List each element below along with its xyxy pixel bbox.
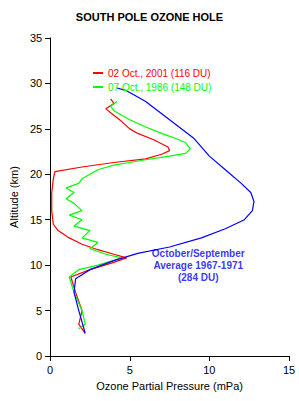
svg-text:Ozone Partial Pressure (mPa): Ozone Partial Pressure (mPa) [96, 380, 243, 392]
svg-text:0: 0 [36, 350, 42, 362]
svg-text:5: 5 [36, 305, 42, 317]
svg-text:35: 35 [30, 32, 42, 44]
svg-text:10: 10 [203, 364, 215, 376]
svg-text:20: 20 [30, 168, 42, 180]
svg-text:30: 30 [30, 77, 42, 89]
svg-text:10: 10 [30, 259, 42, 271]
svg-text:5: 5 [127, 364, 133, 376]
svg-text:07 Oct., 1986 (148 DU): 07 Oct., 1986 (148 DU) [108, 82, 211, 93]
svg-text:25: 25 [30, 123, 42, 135]
svg-text:October/September: October/September [152, 248, 245, 259]
svg-text:15: 15 [30, 214, 42, 226]
svg-text:(284 DU): (284 DU) [178, 272, 219, 283]
svg-text:SOUTH POLE OZONE HOLE: SOUTH POLE OZONE HOLE [76, 11, 223, 23]
svg-text:0: 0 [47, 364, 53, 376]
svg-text:Average 1967-1971: Average 1967-1971 [153, 260, 243, 271]
svg-text:15: 15 [283, 364, 295, 376]
svg-text:02 Oct., 2001 (116 DU): 02 Oct., 2001 (116 DU) [108, 68, 211, 79]
svg-text:Altitude (km): Altitude (km) [8, 166, 20, 228]
